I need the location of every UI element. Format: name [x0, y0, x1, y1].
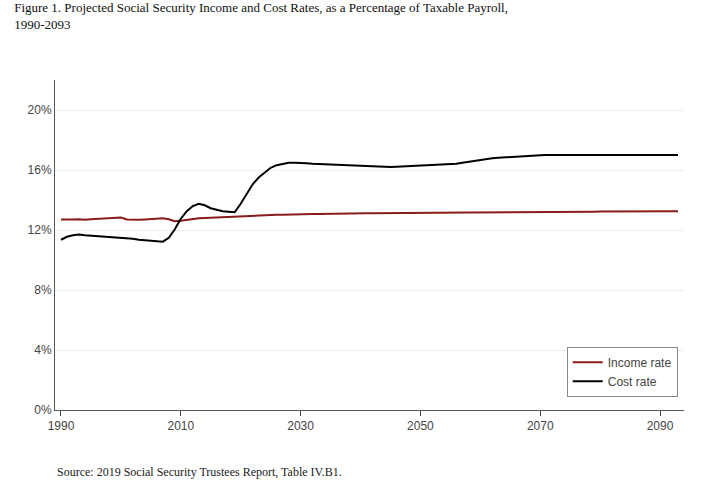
svg-text:2050: 2050: [407, 419, 434, 433]
svg-text:2070: 2070: [527, 419, 554, 433]
svg-text:20%: 20%: [28, 103, 52, 117]
svg-text:Figure 1. Projected Social Sec: Figure 1. Projected Social Security Inco…: [14, 0, 508, 32]
svg-text:0%: 0%: [34, 403, 52, 417]
svg-text:8%: 8%: [34, 283, 52, 297]
svg-text:2090: 2090: [647, 419, 674, 433]
svg-text:Cost rate: Cost rate: [608, 375, 657, 389]
svg-text:Income rate: Income rate: [608, 356, 672, 370]
svg-text:4%: 4%: [34, 343, 52, 357]
svg-text:Source: 2019 Social Security T: Source: 2019 Social Security Trustees Re…: [57, 465, 342, 479]
svg-text:1990: 1990: [48, 419, 75, 433]
svg-text:2030: 2030: [287, 419, 314, 433]
svg-text:16%: 16%: [28, 163, 52, 177]
svg-text:2010: 2010: [167, 419, 194, 433]
svg-text:12%: 12%: [28, 223, 52, 237]
